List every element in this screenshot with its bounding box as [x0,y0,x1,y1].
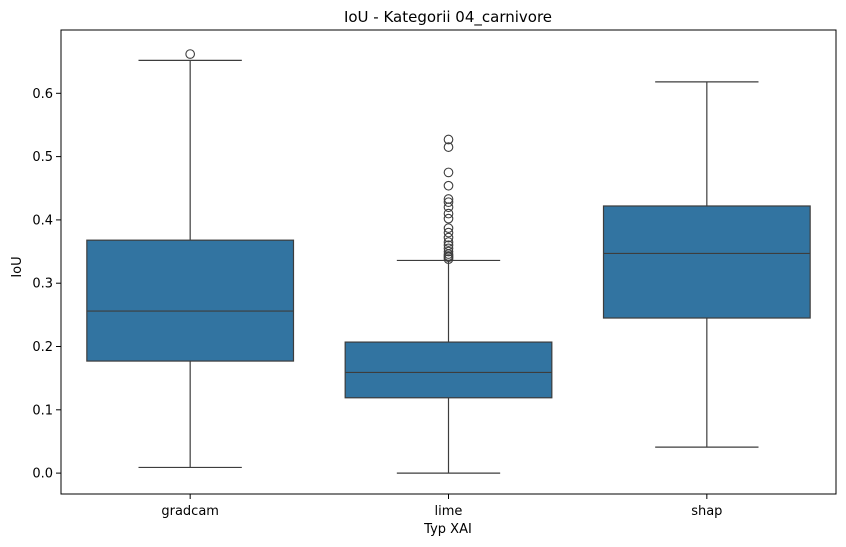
outlier-point [443,202,454,213]
outlier-point [443,232,454,243]
plot-area: 0.0 0.1 0.2 0.3 0.4 0.5 0.6 gradcam lime shap [32,29,837,519]
y-tick-label: 0.3 [32,277,53,292]
outlier-point [443,142,454,152]
y-tick-label: 0.2 [32,340,53,355]
chart-title: IoU - Kategorii 04_carnivore [344,8,552,27]
y-axis-label: IoU [10,256,25,277]
outlier-point [185,49,196,59]
box-gradcam [86,239,295,362]
outlier-point [443,180,454,191]
box-lime [344,341,553,399]
outlier-point [443,227,454,238]
x-tick-label: lime [435,504,463,519]
outlier-point [443,208,454,219]
outlier-point [443,197,454,208]
outlier-point [443,194,454,204]
outlier-point [443,134,454,145]
outlier-point [443,167,454,178]
outlier-point [443,237,454,247]
y-tick-label: 0.1 [32,403,53,418]
outlier-point [443,243,454,254]
y-tick-label: 0.6 [32,87,53,102]
outlier-point [443,213,454,224]
x-axis-label: Typ XAI [423,522,472,537]
y-tick-label: 0.5 [32,150,53,165]
y-tick-label: 0.0 [32,467,53,482]
box-shap [602,205,811,319]
outlier-point [443,246,454,257]
x-tick-label: shap [691,504,722,519]
x-tick-label: gradcam [161,504,219,519]
outlier-point [443,223,454,233]
y-tick-label: 0.4 [32,213,53,228]
outlier-point [443,240,454,251]
